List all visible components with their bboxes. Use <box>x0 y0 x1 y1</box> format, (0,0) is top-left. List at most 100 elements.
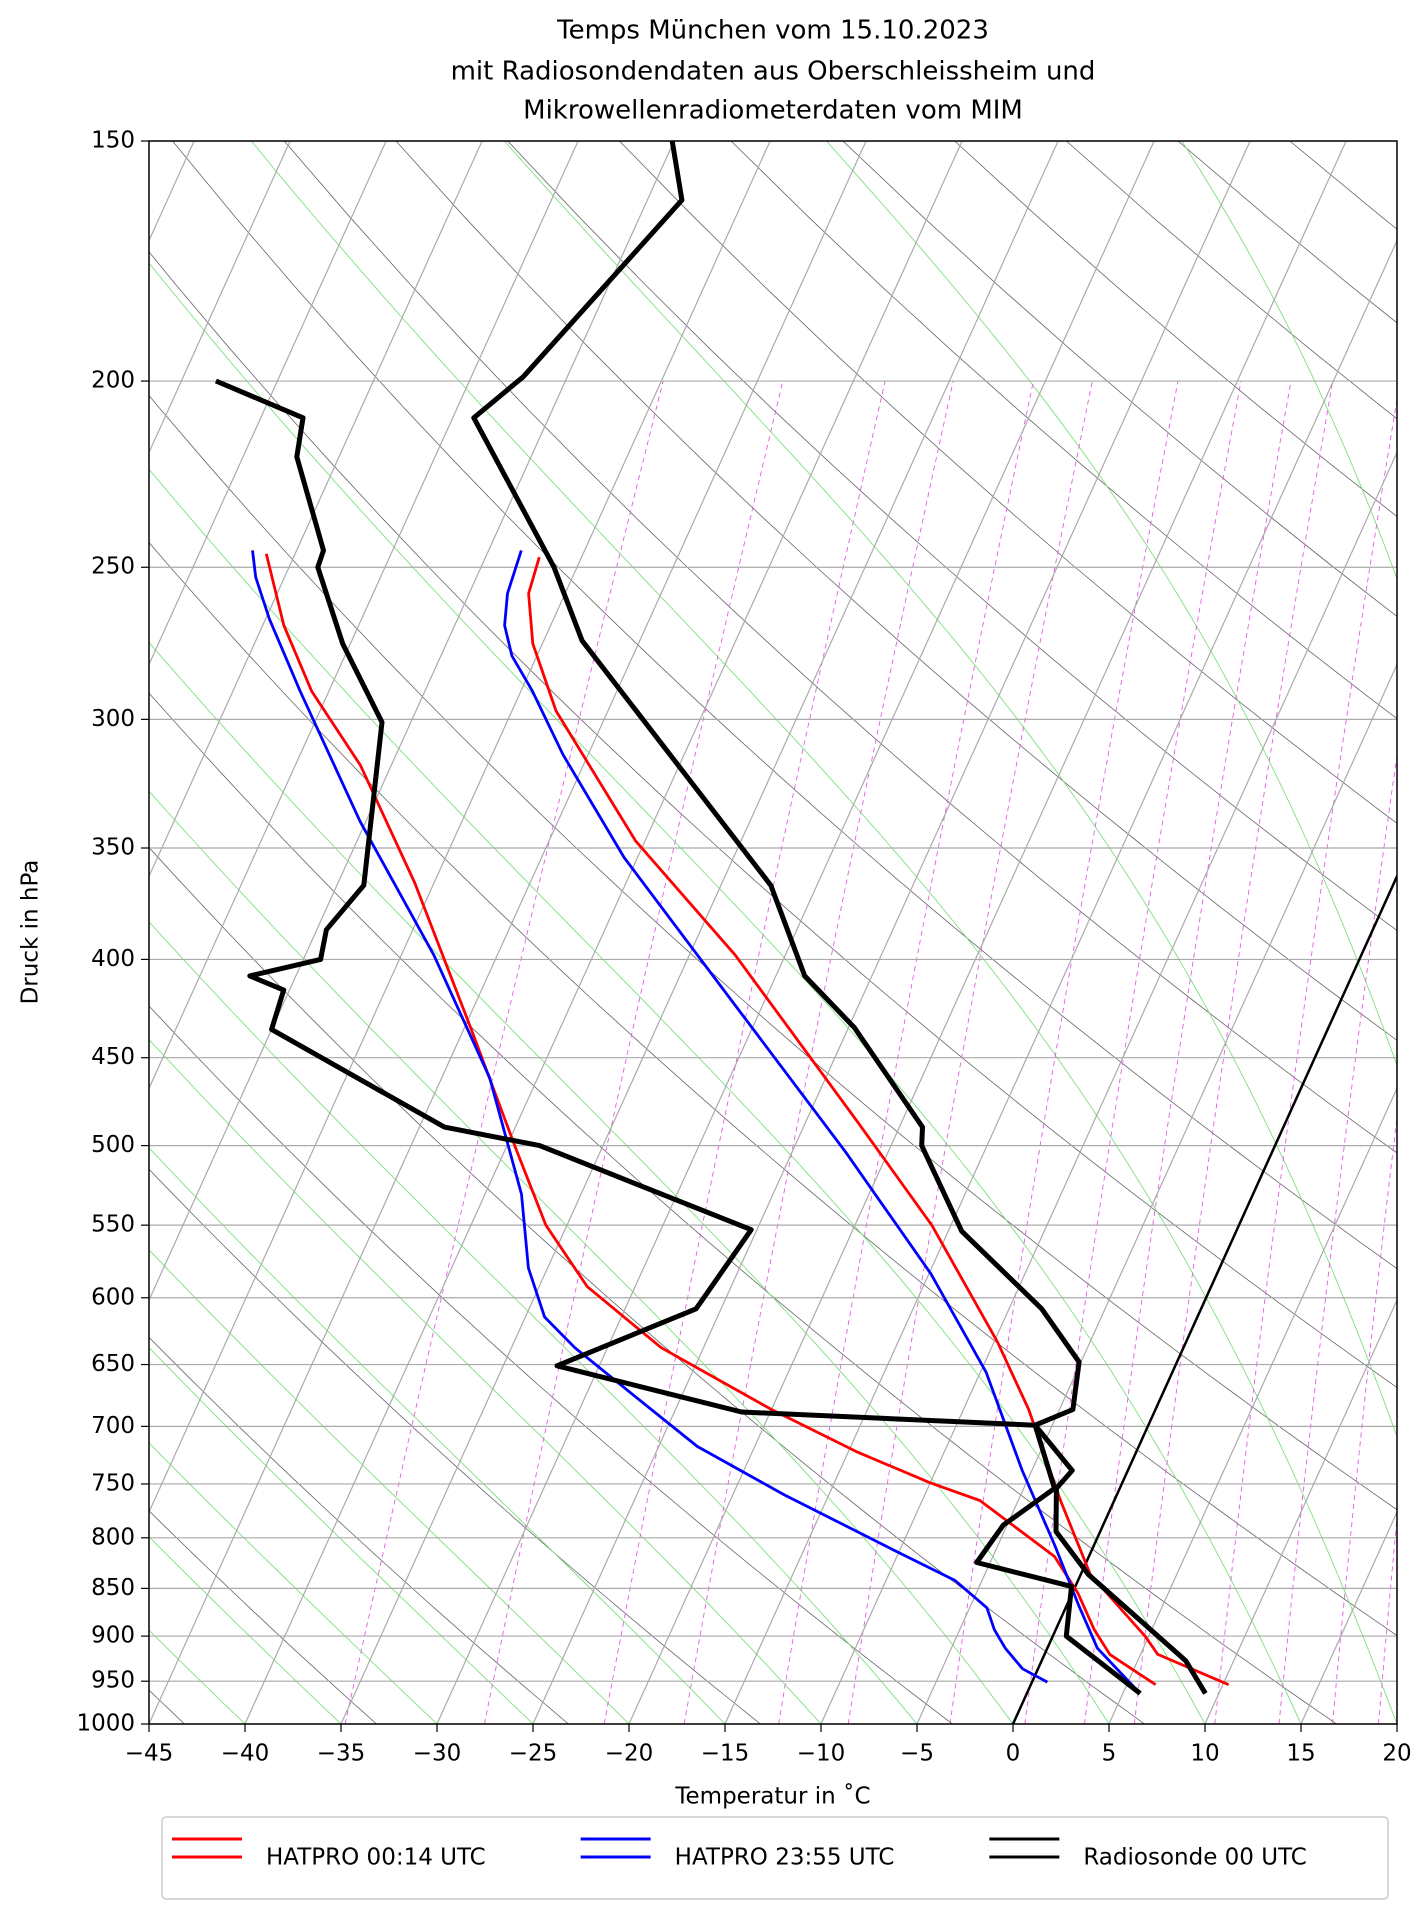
x-tick-label: −5 <box>900 1741 934 1767</box>
grid-line <box>340 141 1059 1724</box>
mixing-ratio-line <box>1419 381 1427 1724</box>
mixing-ratio-line <box>1133 380 1334 1724</box>
dry-adiabat <box>149 846 1145 1724</box>
mixing-ratio-line <box>603 380 886 1724</box>
chart-title: mit Radiosondendaten aus Oberschleisshei… <box>451 57 1096 87</box>
profile-line <box>251 550 1049 1684</box>
isotherm <box>149 141 675 1302</box>
x-tick-label: 15 <box>1286 1741 1315 1767</box>
y-tick-label: 650 <box>91 1351 135 1377</box>
x-tick-label: 5 <box>1102 1741 1117 1767</box>
x-tick-label: −45 <box>125 1741 174 1767</box>
moist-adiabat <box>149 262 1302 1724</box>
y-tick-label: 150 <box>91 128 135 154</box>
moist-adiabat <box>826 141 1397 1067</box>
dry-adiabat <box>149 1336 569 1724</box>
x-tick-label: −40 <box>221 1741 270 1767</box>
y-tick-label: 400 <box>91 946 135 972</box>
isotherm <box>149 141 579 1090</box>
dry-adiabat <box>149 394 1397 1511</box>
moist-adiabat <box>149 1442 438 1724</box>
dry-adiabat <box>283 141 1397 1154</box>
dry-adiabat <box>149 692 1337 1724</box>
dry-adiabat <box>149 1005 953 1724</box>
profile-line <box>503 549 1142 1695</box>
y-tick-label: 900 <box>91 1623 135 1649</box>
isotherm <box>149 141 291 454</box>
dry-adiabat <box>149 1168 761 1724</box>
axes: −45 −40 −35 −30 −25 −20 −15 −10 −5 0 5 10 15 20 150 200… <box>76 128 1412 1900</box>
y-tick-label: 750 <box>91 1470 135 1496</box>
x-axis-label: Temperatur in ˚C <box>674 1783 870 1810</box>
grid-line <box>532 141 1251 1724</box>
mixing-ratio-line <box>1214 396 1397 1724</box>
mixing-ratio-line <box>949 380 1179 1724</box>
y-tick-label: 800 <box>91 1524 135 1550</box>
isotherm <box>149 141 771 1514</box>
isotherm <box>0 141 98 1724</box>
mixing-ratio-line <box>1084 380 1292 1724</box>
dry-adiabat <box>1177 141 1397 324</box>
x-tick-label: 20 <box>1382 1741 1411 1767</box>
mixing-ratio-line <box>1024 380 1242 1724</box>
grid-line <box>436 141 1155 1724</box>
dry-adiabat <box>730 141 1397 720</box>
x-tick-label: 0 <box>1006 1741 1021 1767</box>
y-tick-label: 350 <box>91 835 135 861</box>
moist-adiabat <box>1181 141 1397 580</box>
dry-adiabat <box>395 141 1397 1041</box>
moist-adiabat <box>149 641 1110 1724</box>
y-tick-label: 300 <box>91 706 135 732</box>
legend-label: HATPRO 23:55 UTC <box>675 1845 895 1871</box>
dry-adiabat <box>507 141 1397 932</box>
x-tick-label: −30 <box>413 1741 462 1767</box>
data-lines <box>214 141 1397 1724</box>
moist-adiabat <box>149 1346 534 1724</box>
moist-adiabat <box>149 790 1014 1724</box>
y-tick-label: 500 <box>91 1132 135 1158</box>
moist-adiabat <box>251 141 1397 1724</box>
x-tick-label: −35 <box>317 1741 366 1767</box>
isotherm <box>149 141 483 878</box>
moist-adiabat <box>149 1147 726 1724</box>
mixing-ratio-line <box>344 380 664 1724</box>
isotherm <box>0 141 2 1724</box>
mixing-ratio-line <box>1332 1114 1397 1724</box>
moist-adiabat <box>149 921 918 1724</box>
profile-line <box>471 141 1208 1695</box>
dry-adiabat <box>954 141 1397 518</box>
grid-line <box>1012 874 1397 1724</box>
profile-line <box>264 553 1157 1686</box>
dry-adiabat <box>149 1510 377 1724</box>
y-axis-label: Druck in hPa <box>18 860 44 1005</box>
moist-adiabat <box>149 1038 822 1724</box>
dry-adiabat <box>842 141 1397 617</box>
grid-line <box>916 662 1397 1724</box>
legend-label: HATPRO 00:14 UTC <box>266 1845 486 1871</box>
grid-line <box>149 141 867 1724</box>
chart-title: Mikrowellenradiometerdaten vom MIM <box>523 96 1023 126</box>
profile-line <box>214 378 1142 1696</box>
dry-adiabat <box>149 251 1397 1389</box>
grid-line <box>1204 1298 1397 1724</box>
y-tick-label: 550 <box>91 1212 135 1238</box>
x-tick-label: −15 <box>701 1741 750 1767</box>
grid-line <box>1396 1722 1397 1724</box>
x-tick-label: −20 <box>605 1741 654 1767</box>
x-tick-label: 10 <box>1190 1741 1219 1767</box>
moist-adiabat <box>149 1536 342 1724</box>
y-tick-label: 850 <box>91 1575 135 1601</box>
legend-box <box>161 1816 1389 1900</box>
plot-frame <box>148 140 1398 1725</box>
dry-adiabat <box>172 141 1397 1270</box>
y-tick-label: 200 <box>91 368 135 394</box>
x-tick-label: −10 <box>797 1741 846 1767</box>
moist-adiabat <box>149 468 1206 1724</box>
zero-isotherm <box>1011 873 1397 1724</box>
y-tick-label: 1000 <box>76 1711 135 1737</box>
y-tick-label: 700 <box>91 1413 135 1439</box>
grid-line <box>628 141 1347 1724</box>
x-tick-label: −25 <box>509 1741 558 1767</box>
grid-line <box>724 239 1397 1724</box>
